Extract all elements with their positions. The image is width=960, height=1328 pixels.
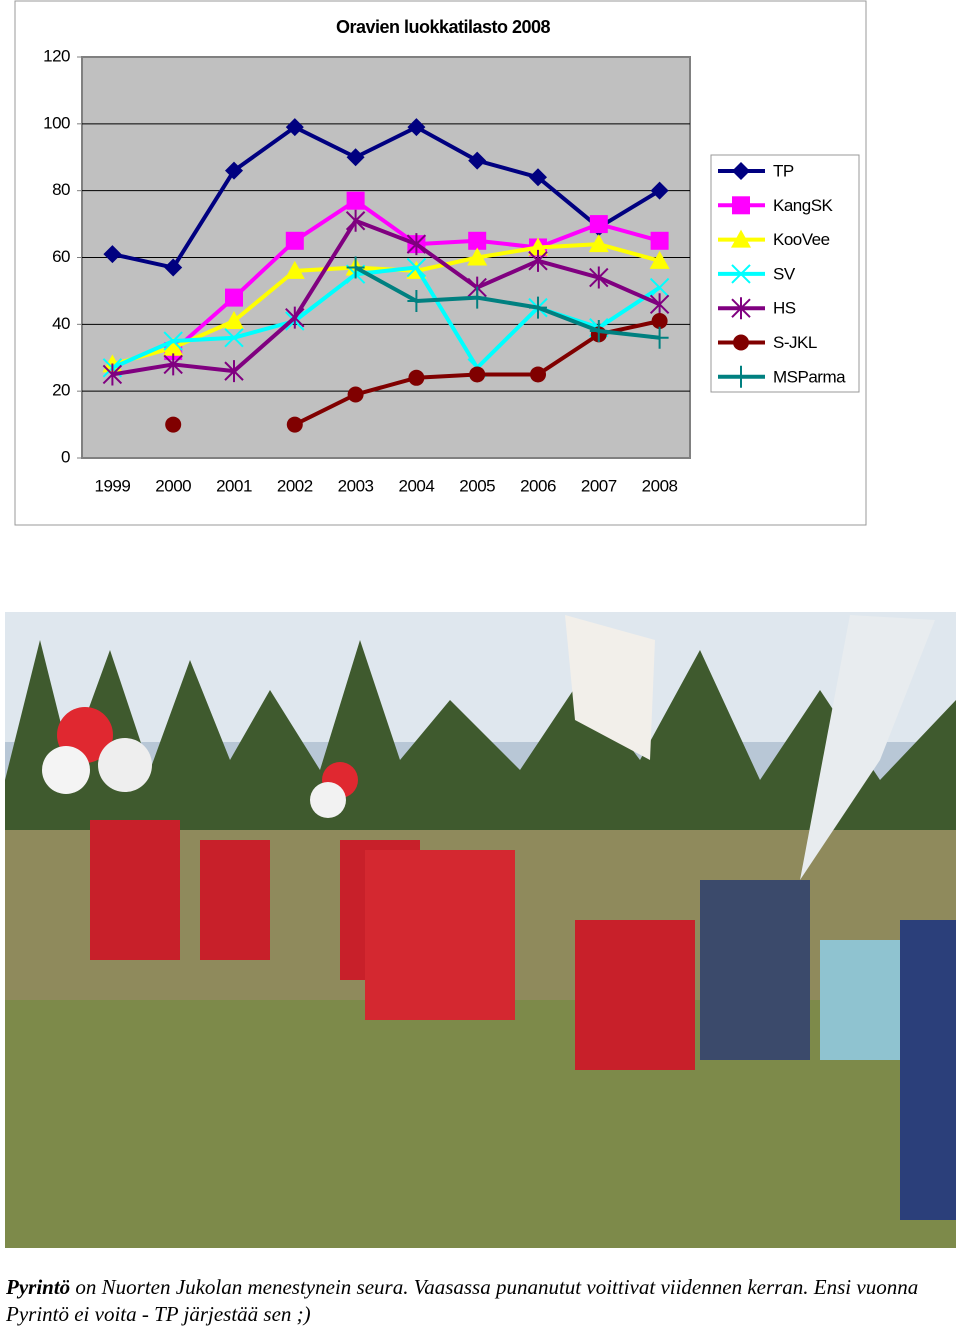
legend-label: SV	[773, 264, 796, 283]
marker	[224, 360, 244, 383]
marker	[224, 310, 244, 329]
marker	[529, 168, 547, 187]
photo	[5, 612, 956, 1248]
legend-label: HS	[773, 299, 796, 318]
caption-lead: Pyrintö	[6, 1275, 71, 1299]
legend-marker	[731, 297, 751, 320]
legend-label: MSParma	[773, 367, 846, 386]
x-tick-label: 2005	[459, 476, 495, 495]
x-tick-label: 2007	[581, 476, 617, 495]
chart: Oravien luokkatilasto 2008 0 20 40 60 80 100 1…	[5, 0, 956, 1248]
marker	[285, 306, 305, 329]
legend-marker	[732, 365, 750, 388]
marker	[468, 231, 487, 250]
legend-marker	[731, 264, 751, 284]
marker	[408, 369, 425, 386]
legend-label: KooVee	[773, 230, 830, 249]
marker	[285, 118, 304, 137]
marker	[468, 151, 487, 170]
caption: Pyrintö on Nuorten Jukolan menestynein s…	[6, 1274, 956, 1328]
y-tick-label: 100	[43, 113, 70, 132]
marker	[346, 191, 365, 210]
marker	[163, 353, 183, 376]
marker	[530, 366, 546, 383]
marker	[346, 148, 365, 167]
series-line	[111, 125, 661, 270]
y-tick-label: 60	[52, 247, 70, 266]
caption-text: on Nuorten Jukolan menestynein seura. Va…	[6, 1275, 919, 1326]
legend-marker	[731, 229, 751, 248]
marker	[407, 289, 426, 312]
x-tick-label: 2002	[277, 476, 313, 495]
chart-title: Oravien luokkatilasto 2008	[336, 17, 551, 37]
x-tick-label: 2004	[398, 476, 434, 495]
marker	[102, 363, 123, 386]
y-tick-label: 40	[52, 314, 70, 333]
legend-marker	[732, 196, 750, 215]
marker	[469, 366, 486, 383]
marker	[589, 215, 608, 234]
marker	[528, 237, 548, 256]
legend-label: KangSK	[773, 196, 834, 215]
marker	[649, 250, 670, 269]
series-line	[112, 218, 661, 377]
marker	[225, 161, 243, 180]
marker	[285, 231, 304, 250]
marker	[346, 256, 365, 279]
y-tick-label: 0	[61, 447, 70, 466]
series-line	[354, 265, 660, 340]
x-tick-label: 2003	[338, 476, 374, 495]
marker	[528, 249, 548, 272]
y-tick-label: 20	[52, 381, 70, 400]
marker	[286, 416, 303, 433]
marker	[347, 386, 364, 403]
marker	[588, 234, 609, 253]
x-tick-label: 2000	[155, 476, 191, 495]
marker	[529, 296, 547, 319]
legend-marker	[732, 162, 750, 180]
marker	[649, 293, 670, 316]
marker	[468, 286, 487, 309]
x-tick-label: 2006	[520, 476, 556, 495]
legend-marker	[733, 334, 749, 351]
marker	[589, 266, 609, 289]
marker	[650, 181, 669, 200]
marker	[224, 327, 244, 348]
y-tick-label: 120	[43, 46, 70, 65]
marker	[650, 326, 669, 349]
legend-label: S-JKL	[773, 333, 817, 352]
marker	[102, 354, 123, 373]
x-tick-label: 2008	[642, 476, 678, 495]
marker	[467, 247, 488, 266]
marker	[164, 258, 183, 277]
marker	[651, 312, 668, 329]
marker	[407, 118, 426, 137]
marker	[649, 277, 670, 298]
marker	[163, 337, 184, 356]
x-tick-label: 2001	[216, 476, 252, 495]
marker	[163, 331, 183, 351]
x-tick-label: 1999	[94, 476, 130, 495]
marker	[284, 260, 305, 279]
marker	[165, 416, 182, 433]
marker	[650, 231, 669, 250]
y-tick-label: 80	[52, 180, 70, 199]
marker	[406, 233, 427, 256]
marker	[345, 209, 366, 232]
marker	[225, 288, 243, 307]
legend-label: TP	[773, 161, 794, 180]
marker	[406, 257, 427, 278]
marker	[589, 320, 608, 343]
marker	[103, 245, 122, 264]
